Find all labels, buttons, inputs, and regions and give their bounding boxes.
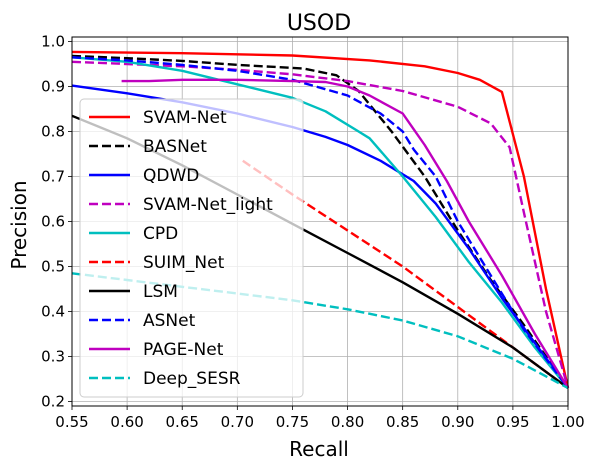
y-tick-label: 0.2 <box>41 393 65 411</box>
y-tick-label: 0.7 <box>41 168 65 186</box>
legend-label: LSM <box>143 282 178 302</box>
x-tick-label: 1.00 <box>551 413 584 431</box>
y-tick-label: 0.6 <box>41 213 65 231</box>
y-tick-label: 0.8 <box>41 123 65 141</box>
legend-label: SVAM-Net_light <box>143 195 273 215</box>
x-tick-label: 0.80 <box>331 413 364 431</box>
x-tick-label: 0.95 <box>496 413 529 431</box>
x-tick-label: 0.90 <box>441 413 474 431</box>
legend-label: ASNet <box>143 311 196 331</box>
x-tick-label: 0.70 <box>221 413 254 431</box>
legend-label: Deep_SESR <box>143 369 241 389</box>
y-tick-label: 0.9 <box>41 78 65 96</box>
legend-label: PAGE-Net <box>143 340 224 360</box>
y-tick-label: 0.3 <box>41 348 65 366</box>
legend-label: SUIM_Net <box>143 253 225 273</box>
legend-label: BASNet <box>143 137 207 157</box>
series-line-svam-net-light <box>71 60 570 389</box>
y-tick-label: 0.5 <box>41 258 65 276</box>
series-line-svam-net <box>71 50 570 389</box>
legend-box <box>79 98 304 398</box>
series-line-page-net <box>121 78 570 389</box>
x-tick-label: 0.60 <box>110 413 143 431</box>
x-axis-label: Recall <box>289 437 349 461</box>
legend-label: CPD <box>143 224 178 244</box>
axis-ticks: 0.55 0.60 0.65 0.70 0.75 0.80 0.85 0.90 0.95 1.00… <box>41 33 585 432</box>
legend: SVAM-Net BASNet QDWD SVAM-Net_light CPD SUIM_… <box>79 98 304 398</box>
series-line-asnet <box>71 56 569 389</box>
y-tick-label: 0.4 <box>41 303 65 321</box>
x-tick-label: 0.85 <box>386 413 419 431</box>
y-tick-label: 1.0 <box>41 33 65 51</box>
chart-title: USOD <box>287 11 351 36</box>
x-tick-label: 0.65 <box>166 413 199 431</box>
x-tick-label: 0.75 <box>276 413 309 431</box>
y-axis-label: Precision <box>7 180 31 269</box>
legend-label: QDWD <box>143 166 199 186</box>
legend-label: SVAM-Net <box>143 108 227 128</box>
x-tick-label: 0.55 <box>55 413 88 431</box>
series-line-cpd <box>71 56 569 389</box>
